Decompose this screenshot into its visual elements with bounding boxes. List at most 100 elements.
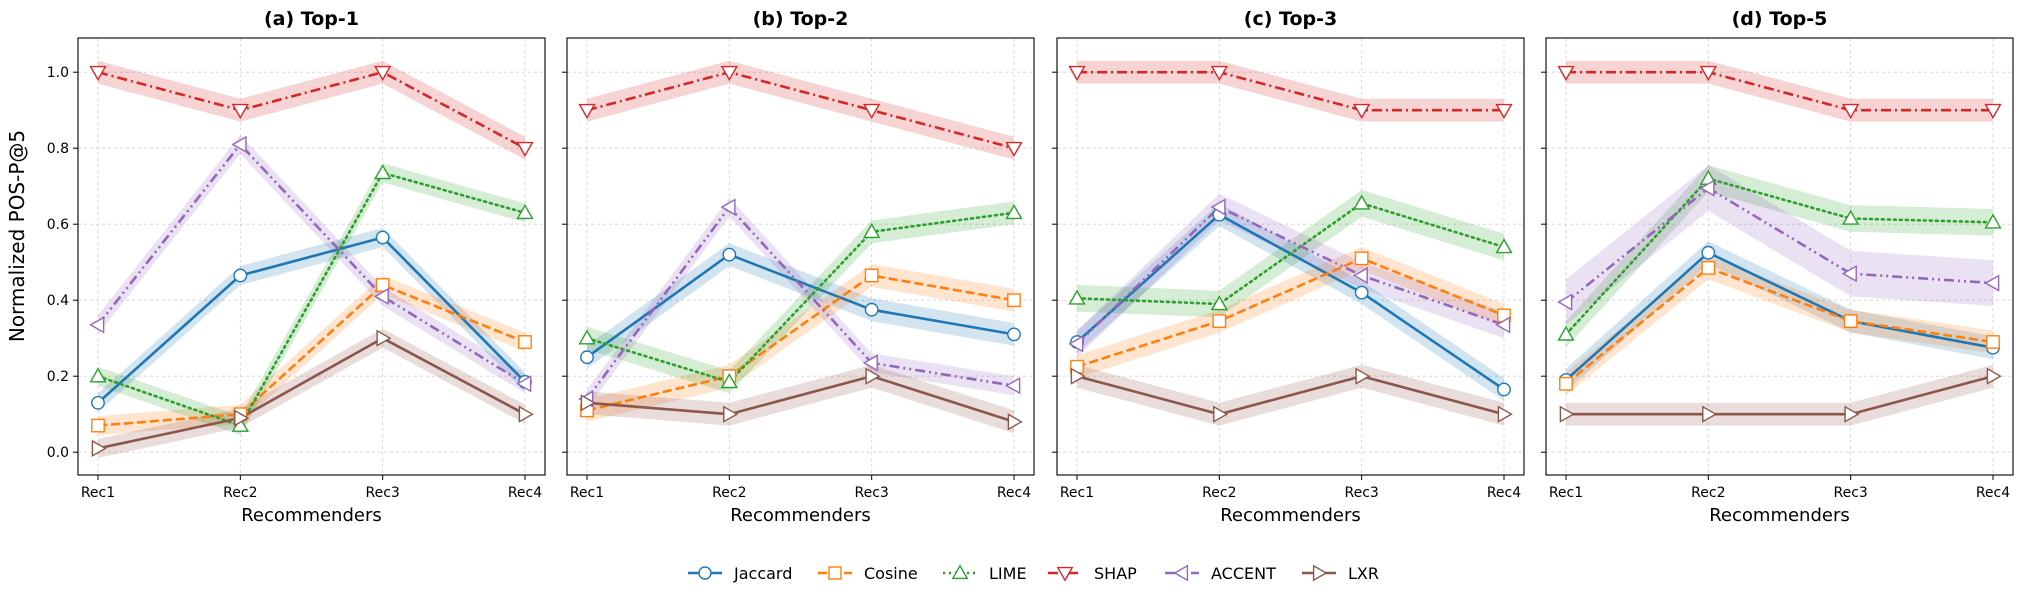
- point-lxr-rec3: [1355, 367, 1371, 385]
- point-cosine-rec3: [1843, 314, 1858, 328]
- series-line-lxr: [97, 336, 526, 450]
- point-cosine-rec3: [375, 278, 390, 292]
- legend-label: Jaccard: [733, 564, 792, 583]
- series-line-cosine: [586, 274, 1015, 412]
- point-lxr-rec2: [723, 405, 739, 423]
- point-lxr-rec1: [91, 439, 107, 458]
- band-jaccard: [587, 243, 1014, 369]
- band-lxr: [587, 364, 1014, 434]
- point-accent-rec4: [1005, 377, 1021, 395]
- point-lime-rec3: [1841, 209, 1860, 225]
- x-tick-label: Rec3: [1834, 485, 1868, 501]
- legend-item-shap: SHAP: [1048, 564, 1137, 583]
- point-lxr-rec1: [580, 394, 596, 412]
- point-shap-rec3: [862, 103, 881, 120]
- point-shap-rec1: [1068, 65, 1086, 82]
- point-lxr-rec2: [1702, 405, 1718, 423]
- series-line-lxr: [586, 374, 1015, 424]
- legend-item-lxr: LXR: [1302, 564, 1379, 583]
- series-line-lime: [96, 171, 527, 427]
- point-lime-rec2: [1210, 295, 1229, 311]
- point-lxr-rec3: [376, 329, 392, 347]
- point-shap-rec4: [516, 141, 534, 158]
- point-jaccard-rec2: [1701, 245, 1716, 260]
- y-tick-label: 0.8: [47, 141, 69, 157]
- band-jaccard: [1077, 203, 1504, 401]
- x-tick-label: Rec1: [81, 485, 115, 501]
- series-line-jaccard: [97, 236, 526, 404]
- legend-item-accent: ACCENT: [1165, 564, 1276, 583]
- series-line-cosine: [97, 283, 526, 427]
- band-accent: [1077, 193, 1504, 358]
- panel-2: Rec1 Rec2 Rec3 Rec4 (b) Top-2 Recommenders: [562, 8, 1035, 526]
- x-axis-label: Recommenders: [1709, 505, 1850, 526]
- point-accent-rec3: [373, 287, 389, 306]
- axes-frame: [77, 37, 546, 476]
- y-tick-label: 0.6: [47, 217, 69, 233]
- point-cosine-rec3: [1354, 251, 1369, 266]
- point-jaccard-rec2: [233, 268, 248, 283]
- point-jaccard-rec3: [375, 230, 390, 245]
- x-tick-label: Rec2: [223, 485, 257, 501]
- axes-frame: [566, 37, 1035, 476]
- panels: 0.0 0.2 0.4 0.6 0.8 1.0 Rec1 Rec2 Rec3 Rec4 (a) To…: [47, 8, 2014, 526]
- x-tick-label: Rec2: [1202, 485, 1236, 501]
- legend-marker-lime: [951, 564, 969, 580]
- band-cosine: [1077, 247, 1504, 379]
- point-jaccard-rec3: [864, 302, 879, 317]
- x-tick-label: Rec4: [997, 485, 1031, 501]
- y-tick-label: 1.0: [47, 65, 69, 81]
- band-shap: [98, 60, 525, 160]
- legend-label: Cosine: [864, 564, 918, 583]
- point-cosine-rec4: [1007, 293, 1021, 308]
- point-lxr-rec4: [518, 405, 534, 423]
- legend-item-jaccard: Jaccard: [688, 564, 792, 583]
- point-shap-rec3: [373, 65, 392, 82]
- point-lime-rec2: [720, 373, 739, 389]
- series-line-accent: [1565, 186, 1994, 304]
- legend-marker-lxr: [1312, 564, 1328, 582]
- point-accent-rec4: [1984, 274, 2000, 292]
- band-lime: [1566, 165, 1993, 348]
- point-lime-rec4: [1005, 203, 1023, 220]
- axes-frame: [1056, 37, 1525, 476]
- legend: Jaccard Cosine LIME SHAP ACCENT LXR: [688, 564, 1379, 583]
- point-jaccard-rec1: [580, 350, 594, 365]
- point-cosine-rec2: [1701, 261, 1716, 275]
- point-accent-rec2: [1699, 179, 1715, 197]
- point-shap-rec2: [231, 103, 250, 120]
- legend-item-cosine: Cosine: [818, 564, 918, 583]
- series-line-jaccard: [586, 253, 1015, 359]
- point-lime-rec1: [1557, 325, 1575, 341]
- x-tick-label: Rec1: [1549, 485, 1583, 501]
- x-tick-label: Rec4: [508, 485, 542, 501]
- point-shap-rec2: [720, 65, 739, 82]
- point-jaccard-rec3: [1354, 285, 1369, 300]
- series-line-jaccard: [1565, 251, 1994, 381]
- series-line-cosine: [1076, 257, 1505, 368]
- point-cosine-rec1: [91, 418, 105, 433]
- band-lime: [587, 201, 1014, 394]
- panel-4: Rec1 Rec2 Rec3 Rec4 (d) Top-5 Recommenders: [1541, 8, 2014, 526]
- series-line-accent: [1076, 205, 1505, 345]
- point-cosine-rec3: [864, 268, 879, 283]
- x-axis-label: Recommenders: [730, 505, 871, 526]
- band-shap: [587, 60, 1014, 160]
- point-lxr-rec2: [234, 409, 250, 427]
- point-lime-rec4: [516, 203, 534, 220]
- legend-label: ACCENT: [1211, 564, 1276, 583]
- series-line-lime: [1564, 177, 1995, 336]
- x-tick-label: Rec1: [1060, 485, 1094, 501]
- panel-title: (c) Top-3: [1244, 8, 1337, 30]
- point-shap-rec1: [578, 103, 596, 120]
- point-accent-rec1: [1557, 293, 1573, 311]
- point-shap-rec3: [1352, 103, 1371, 120]
- point-shap-rec4: [1495, 103, 1513, 120]
- band-cosine: [1566, 256, 1993, 396]
- x-tick-label: Rec2: [1691, 485, 1725, 501]
- point-shap-rec3: [1841, 103, 1860, 120]
- x-tick-label: Rec4: [1487, 485, 1521, 501]
- y-tick-label: 0.4: [47, 293, 69, 309]
- panel-title: (b) Top-2: [753, 8, 849, 30]
